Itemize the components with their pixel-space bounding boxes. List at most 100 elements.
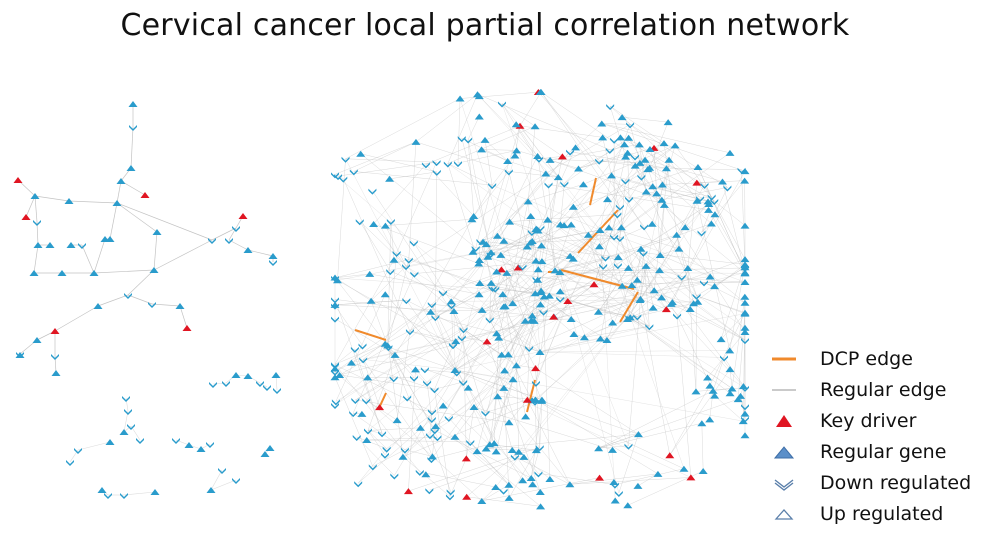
regular-edge [434,381,464,431]
regular-edge [598,433,639,449]
down-regulated-gene-node [351,398,360,405]
regular-gene-node [523,198,533,205]
key-driver-node [238,213,248,219]
regular-gene-node [621,153,631,160]
down-regulated-gene-node [403,395,412,402]
regular-edge [541,255,571,262]
regular-edge [335,294,386,402]
regular-edge [447,163,641,301]
key-driver-node [462,493,472,500]
regular-edge [461,260,537,338]
regular-gene-node [619,141,629,148]
regular-edge [210,469,223,491]
regular-edge [367,354,396,431]
regular-gene-node [657,196,667,203]
regular-gene-node [467,216,477,223]
regular-gene-node [330,365,340,372]
down-regulated-gene-node [639,250,648,257]
regular-edge [457,150,517,164]
down-regulated-gene-node [673,313,682,320]
regular-gene-node [706,220,716,227]
orange-line-icon [772,357,796,360]
regular-gene-node [553,174,563,181]
regular-gene-node [380,340,390,347]
regular-gene-node [630,162,640,169]
down-regulated-gene-node [560,181,569,188]
regular-edge [367,430,386,455]
down-regulated-gene-node [410,271,419,278]
regular-edge [548,184,709,211]
regular-edge [461,138,492,253]
regular-gene-node [717,178,727,185]
regular-edge [489,304,541,445]
regular-gene-node [196,446,206,452]
regular-edge [503,306,536,369]
regular-gene-node [492,330,502,337]
down-regulated-gene-node [430,428,439,435]
regular-gene-node [609,479,619,486]
triangle-outline-icon [774,508,794,520]
regular-edge [334,304,454,312]
regular-edge [519,91,542,126]
regular-gene-node [740,261,750,268]
regular-edge [492,260,537,289]
down-regulated-gene-node [621,178,630,185]
regular-gene-node [536,242,546,249]
regular-edge [611,175,641,301]
regular-edge [498,337,541,353]
key-driver-node [692,179,702,186]
regular-edge [485,229,601,413]
legend-label: Key driver [820,409,917,432]
regular-edge [409,311,431,332]
down-regulated-gene-node [390,473,399,480]
regular-gene-node [451,338,461,345]
regular-gene-node [415,424,425,431]
regular-edge [629,193,657,200]
down-regulated-gene-node [402,264,411,271]
regular-edge [489,296,545,320]
regular-gene-node [666,300,676,307]
down-regulated-gene-node [535,445,544,452]
regular-gene-node [530,396,540,403]
regular-edge [454,369,514,380]
regular-edge [54,305,99,332]
regular-gene-node [624,134,634,141]
regular-gene-node [486,279,496,286]
regular-edge [559,271,746,389]
regular-gene-node [356,150,366,157]
regular-edge [599,229,746,328]
down-regulated-gene-node [409,240,418,247]
regular-edge [385,343,497,452]
regular-gene-node [710,283,720,290]
regular-edge [559,271,620,494]
regular-edge [353,412,406,450]
down-regulated-gene-node [386,219,395,226]
regular-gene-node [594,243,604,250]
down-regulated-gene-node [389,376,398,383]
down-regulated-gene-node [427,457,436,464]
regular-edge [610,105,665,144]
down-regulated-gene-node [129,125,137,131]
down-regulated-gene-node [446,489,455,496]
regular-edge [366,439,471,443]
regular-gene-node [474,260,484,267]
regular-gene-node [708,387,718,394]
regular-edge [543,282,705,312]
regular-gene-node [455,95,465,102]
regular-edge [367,430,387,449]
down-regulated-gene-node [556,296,565,303]
regular-gene-node [705,273,715,280]
regular-edge [515,124,540,159]
down-regulated-gene-node [208,238,216,244]
regular-edge [457,98,461,164]
key-driver-node [589,281,599,288]
regular-gene-node [33,242,43,248]
regular-gene-node [150,489,160,495]
regular-edge [334,273,370,279]
key-driver-node [557,153,567,160]
regular-gene-node [366,297,376,304]
regular-edge [490,251,536,261]
regular-edge [356,436,387,449]
regular-edge [660,248,680,256]
regular-gene-node [29,270,39,276]
